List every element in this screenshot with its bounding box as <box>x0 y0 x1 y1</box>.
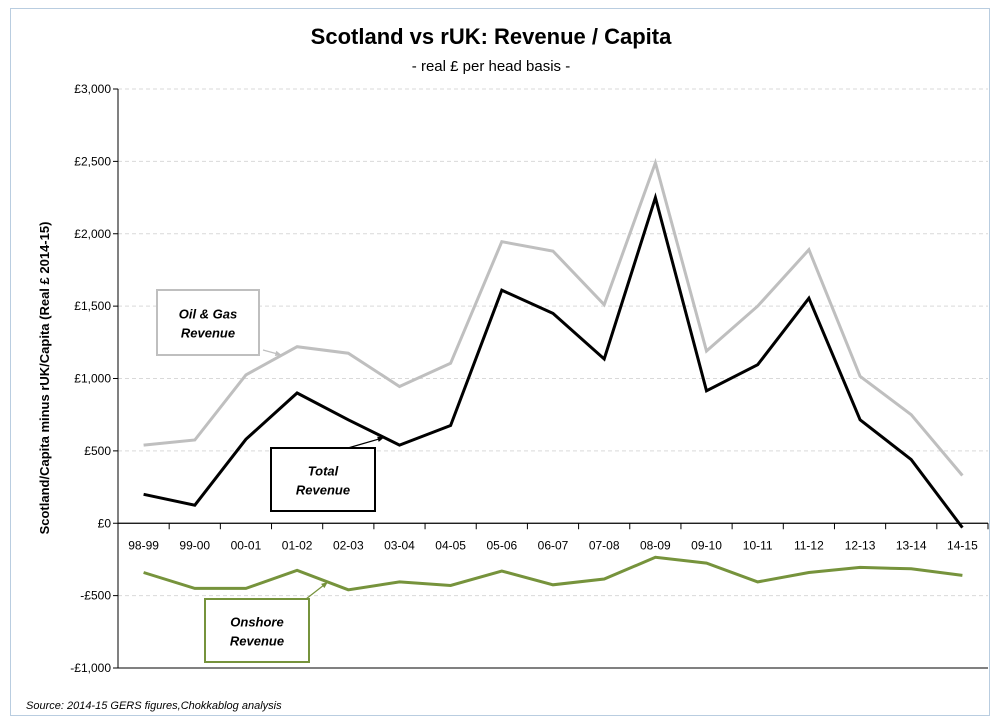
annotation-arrowhead <box>377 436 385 442</box>
annotation-oil_gas: Oil & Gas Revenue <box>156 289 282 357</box>
x-tick-label: 03-04 <box>384 538 415 552</box>
annotation-line1: Onshore <box>230 615 283 630</box>
axes <box>113 88 989 669</box>
series-line-total <box>143 192 964 529</box>
x-tick-label: 98-99 <box>128 538 159 552</box>
x-tick-label: 02-03 <box>333 538 364 552</box>
x-tick-label: 11-12 <box>794 538 824 552</box>
x-tick-label: 08-09 <box>640 538 671 552</box>
x-tick-label: 06-07 <box>538 538 569 552</box>
y-tick-label: £2,000 <box>74 227 111 241</box>
y-axis-label: Scotland/Capita minus rUK/Capita (Real £… <box>37 222 52 535</box>
y-tick-label: -£500 <box>80 589 111 603</box>
x-tick-label: 13-14 <box>896 538 927 552</box>
annotation-total: Total Revenue <box>270 436 385 512</box>
annotation-line1: Total <box>308 464 339 479</box>
chart-frame <box>10 8 990 716</box>
annotation-line2: Revenue <box>230 634 284 649</box>
annotation-line1: Oil & Gas <box>179 307 238 322</box>
y-tick-label: £2,500 <box>74 154 111 168</box>
series-lines <box>143 157 964 592</box>
y-tick-label: £0 <box>98 516 112 530</box>
annotation-box <box>270 447 376 512</box>
source-note: Source: 2014-15 GERS figures,Chokkablog … <box>26 700 282 712</box>
y-tick-label: £500 <box>84 444 111 458</box>
series-line-oil_gas <box>143 157 964 477</box>
annotation-onshore: Onshore Revenue <box>204 581 329 663</box>
y-tick-label: £1,500 <box>74 299 111 313</box>
chart-subtitle: - real £ per head basis - <box>412 58 570 75</box>
x-tick-label: 07-08 <box>589 538 620 552</box>
chart-title: Scotland vs rUK: Revenue / Capita <box>311 24 672 49</box>
x-tick-label: 09-10 <box>691 538 722 552</box>
x-tick-label: 10-11 <box>743 538 773 552</box>
x-tick-label: 01-02 <box>282 538 313 552</box>
x-tick-label: 14-15 <box>947 538 978 552</box>
y-tick-label: £1,000 <box>74 372 111 386</box>
series-line-onshore <box>143 555 963 592</box>
annotation-arrowhead <box>274 350 282 357</box>
y-tick-label: -£1,000 <box>70 661 111 675</box>
x-tick-label: 04-05 <box>435 538 466 552</box>
annotation-line2: Revenue <box>296 483 350 498</box>
x-tick-label: 12-13 <box>845 538 876 552</box>
annotation-box <box>156 289 260 356</box>
y-tick-label: £3,000 <box>74 82 111 96</box>
annotation-arrowhead <box>321 582 328 589</box>
x-tick-label: 00-01 <box>231 538 262 552</box>
x-tick-labels: 98-99 99-00 00-01 01-02 02-03 03-04 04-05 05-06… <box>128 538 978 552</box>
x-tick-label: 05-06 <box>486 538 517 552</box>
x-tick-label: 99-00 <box>179 538 210 552</box>
y-tick-labels: £3,000 £2,500 £2,000 £1,500 £1,000 £500 £0 -£50… <box>70 82 111 675</box>
annotations: Oil & Gas Revenue Total Revenue Onshore Reven… <box>156 289 385 663</box>
annotation-box <box>204 598 310 663</box>
annotation-line2: Revenue <box>181 326 235 341</box>
